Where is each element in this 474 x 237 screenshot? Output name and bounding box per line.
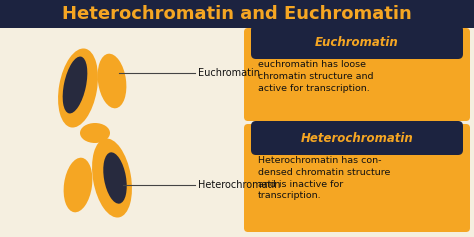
Ellipse shape: [58, 49, 98, 128]
FancyBboxPatch shape: [244, 28, 470, 121]
Text: Euchromatin: Euchromatin: [198, 68, 260, 78]
Text: Heterochromatin: Heterochromatin: [198, 180, 281, 190]
Text: Heterochromatin and Euchromatin: Heterochromatin and Euchromatin: [62, 5, 412, 23]
Text: Heterochromatin: Heterochromatin: [301, 132, 413, 145]
FancyBboxPatch shape: [251, 25, 463, 59]
Text: Heterochromatin has con-
densed chromatin structure
and is inactive for
transcri: Heterochromatin has con- densed chromati…: [258, 156, 391, 201]
Ellipse shape: [64, 158, 92, 212]
Text: Euchromatin: Euchromatin: [315, 36, 399, 49]
FancyBboxPatch shape: [0, 0, 474, 28]
FancyBboxPatch shape: [244, 124, 470, 232]
Ellipse shape: [63, 57, 87, 114]
Ellipse shape: [92, 138, 132, 218]
Ellipse shape: [80, 123, 110, 143]
FancyBboxPatch shape: [251, 121, 463, 155]
Ellipse shape: [103, 152, 127, 204]
Text: euchromatin has loose
chromatin structure and
active for transcription.: euchromatin has loose chromatin structur…: [258, 60, 374, 93]
Ellipse shape: [98, 54, 127, 108]
